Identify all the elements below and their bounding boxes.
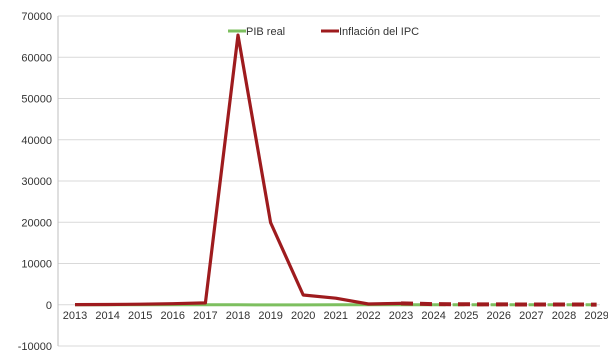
series-projection-inflacion-ipc (400, 301, 597, 307)
x-axis-labels: 2013 2014 2015 2016 2017 2018 2019 2020 2021 2022… (63, 310, 608, 322)
series-line-inflacion-ipc (74, 33, 402, 307)
x-tick-label: 2029 (584, 310, 608, 322)
y-tick-label: 30000 (21, 176, 52, 188)
x-tick-label: 2013 (63, 310, 87, 322)
legend-label-pib-real: PIB real (246, 26, 285, 38)
y-axis-labels: 70000 60000 50000 40000 30000 20000 10000 0 -100… (18, 11, 52, 353)
y-tick-label: 60000 (21, 52, 52, 64)
x-tick-label: 2025 (454, 310, 478, 322)
x-tick-label: 2026 (487, 310, 511, 322)
x-tick-label: 2016 (161, 310, 185, 322)
y-tick-label: 0 (46, 300, 52, 312)
y-tick-label: 50000 (21, 94, 52, 106)
grid-layer (58, 15, 600, 347)
x-tick-label: 2015 (128, 310, 152, 322)
legend: PIB real Inflación del IPC (228, 26, 419, 38)
x-tick-label: 2017 (193, 310, 217, 322)
x-tick-label: 2018 (226, 310, 250, 322)
x-tick-label: 2022 (356, 310, 380, 322)
x-tick-label: 2027 (519, 310, 543, 322)
y-tick-label: 40000 (21, 135, 52, 147)
x-tick-label: 2014 (95, 310, 119, 322)
y-tick-label: -10000 (18, 341, 52, 353)
legend-label-inflacion-ipc: Inflación del IPC (339, 26, 419, 38)
y-tick-label: 70000 (21, 11, 52, 23)
y-tick-label: 20000 (21, 217, 52, 229)
y-tick-label: 10000 (21, 259, 52, 271)
x-tick-label: 2019 (258, 310, 282, 322)
series-layer (74, 33, 597, 307)
x-tick-label: 2028 (552, 310, 576, 322)
x-tick-label: 2023 (389, 310, 413, 322)
x-tick-label: 2021 (324, 310, 348, 322)
x-tick-label: 2020 (291, 310, 315, 322)
x-tick-label: 2024 (421, 310, 445, 322)
